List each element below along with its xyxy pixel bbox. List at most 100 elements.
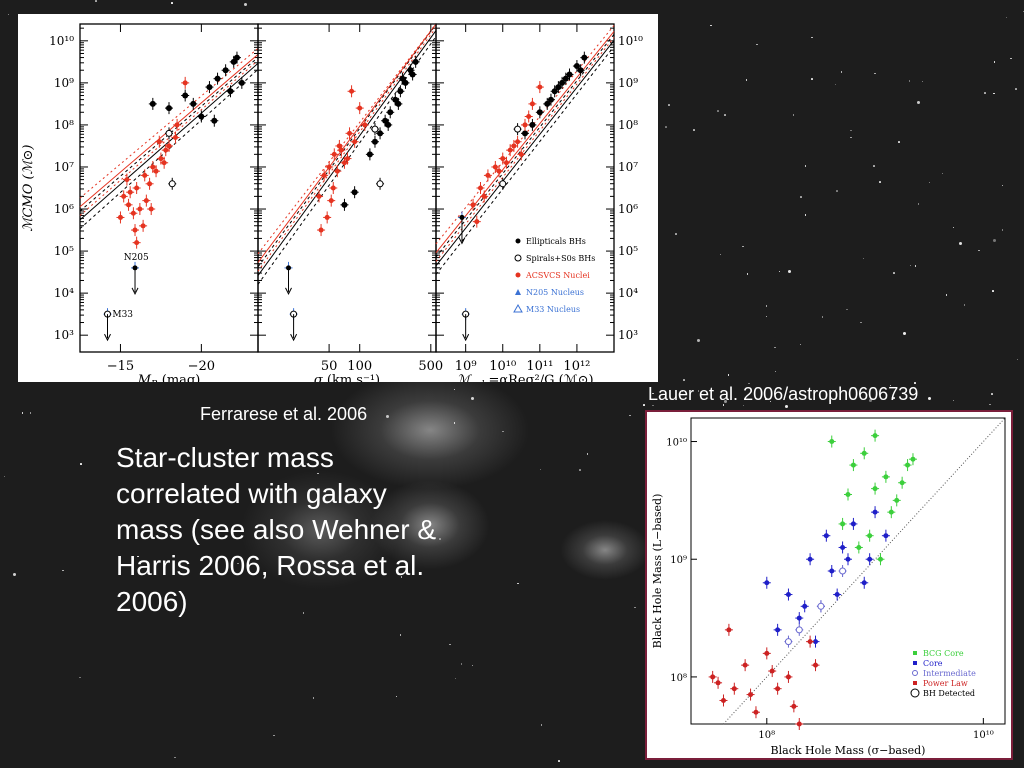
legend-label: BCG Core	[923, 649, 964, 658]
point-acsvcs-group	[320, 169, 329, 182]
point-power_law-group	[730, 682, 739, 695]
point-spirals_s0	[376, 180, 384, 188]
star	[717, 110, 719, 112]
point-acsvcs-group	[476, 182, 485, 194]
fit-line	[257, 23, 437, 263]
point-ellipticals-group	[561, 72, 570, 85]
y-tick-label: 10¹⁰	[49, 34, 74, 48]
point-bcg_core	[845, 492, 851, 497]
point-power_law-group	[708, 670, 717, 683]
point-acsvcs-group	[155, 135, 164, 148]
point-ellipticals-group	[386, 106, 395, 119]
star	[1016, 358, 1019, 361]
star	[952, 226, 955, 229]
point-acsvcs	[347, 130, 353, 136]
x-axis-label-sub: gal	[470, 380, 484, 382]
x-axis-label-rest: =αReσ²/G (ℳ⊙)	[484, 373, 593, 382]
point-ellipticals	[238, 79, 245, 86]
panel-frame	[435, 23, 615, 353]
point-ellipticals	[387, 109, 394, 116]
star	[1015, 88, 1017, 90]
point-core-group	[881, 529, 890, 542]
star	[756, 43, 758, 46]
upper-limit-arrowhead	[290, 333, 298, 342]
x-tick-label: 500	[418, 359, 443, 374]
point-acsvcs	[522, 122, 528, 128]
x-tick-label: −15	[107, 359, 134, 374]
point-ellipticals	[544, 100, 551, 107]
point-acsvcs	[140, 223, 146, 229]
point-power_law	[710, 674, 716, 680]
point-core	[802, 603, 808, 609]
point-bcg_core	[829, 439, 835, 445]
x-tick-label: −20	[188, 359, 215, 374]
x-axis-label-symbol: ℳ	[456, 373, 472, 382]
point-acsvcs-group	[131, 224, 140, 237]
point-acsvcs	[321, 172, 327, 178]
point-acsvcs-group	[509, 139, 518, 152]
point-ellipticals-group	[408, 68, 417, 81]
point-ellipticals	[230, 58, 237, 65]
star	[453, 388, 456, 391]
point-acsvcs	[147, 181, 153, 187]
point-power_law-group	[714, 676, 723, 689]
point-acsvcs-group	[119, 190, 128, 203]
point-acsvcs	[507, 147, 513, 153]
x-tick-label: 10⁸	[758, 730, 775, 741]
point-power_law-group	[746, 688, 755, 701]
point-ellipticals	[551, 88, 558, 95]
one-to-one-line	[723, 417, 1006, 725]
point-acsvcs-group	[142, 194, 151, 207]
star	[719, 253, 722, 256]
y-tick-label: 10⁴	[54, 286, 74, 300]
star	[29, 412, 32, 414]
star	[62, 569, 64, 572]
fit-line	[435, 37, 615, 262]
bottom-plot: 10⁸ 10¹⁰ 10⁸ 10⁹ 10¹⁰ Black Hole Mass (σ−base…	[651, 417, 1006, 757]
point-power_law	[726, 627, 732, 633]
star	[1001, 184, 1004, 187]
point-acsvcs-group	[333, 165, 342, 178]
star	[302, 612, 305, 614]
point-ellipticals-group	[213, 72, 222, 85]
point-ellipticals	[522, 130, 528, 137]
star	[1022, 10, 1024, 13]
point-bcg_core	[877, 556, 883, 562]
star	[992, 290, 994, 292]
point-acsvcs-group	[345, 127, 354, 140]
star	[860, 321, 862, 324]
point-acsvcs	[137, 206, 143, 212]
fit-line	[435, 46, 615, 275]
point-acsvcs	[492, 164, 498, 170]
point-power_law-group	[762, 647, 771, 660]
point-power_law	[791, 703, 797, 709]
upper-limit-arrowhead	[104, 333, 111, 342]
point-acsvcs	[511, 143, 517, 149]
star	[693, 129, 695, 131]
point-acsvcs-group	[480, 190, 489, 203]
x-tick-label: 10¹⁰	[489, 359, 516, 374]
star	[916, 101, 920, 105]
legend-marker	[913, 661, 917, 665]
point-acsvcs	[142, 172, 148, 178]
point-core	[807, 556, 813, 562]
point-intermediate	[839, 567, 847, 575]
point-acsvcs-group	[132, 182, 141, 194]
star	[1010, 57, 1012, 60]
point-ellipticals	[581, 54, 588, 61]
point-acsvcs	[150, 164, 156, 170]
point-ellipticals	[395, 100, 402, 107]
bottom-figure: 10⁸ 10¹⁰ 10⁸ 10⁹ 10¹⁰ Black Hole Mass (σ−base…	[645, 410, 1013, 760]
point-acsvcs-group	[535, 81, 544, 94]
point-bcg_core	[861, 450, 867, 456]
x-tick-label: 10⁹	[455, 359, 477, 374]
point-ellipticals	[412, 58, 419, 65]
star	[811, 36, 813, 39]
point-core-group	[827, 565, 836, 577]
point-power_law-group	[724, 623, 733, 636]
point-acsvcs	[336, 143, 342, 149]
fit-line	[79, 68, 259, 229]
point-acsvcs	[134, 185, 140, 191]
point-acsvcs-group	[315, 190, 324, 203]
top-figure: −15−20MB (mag)10³10⁴10⁵10⁶10⁷10⁸10⁹10¹⁰ℳ…	[18, 14, 658, 382]
